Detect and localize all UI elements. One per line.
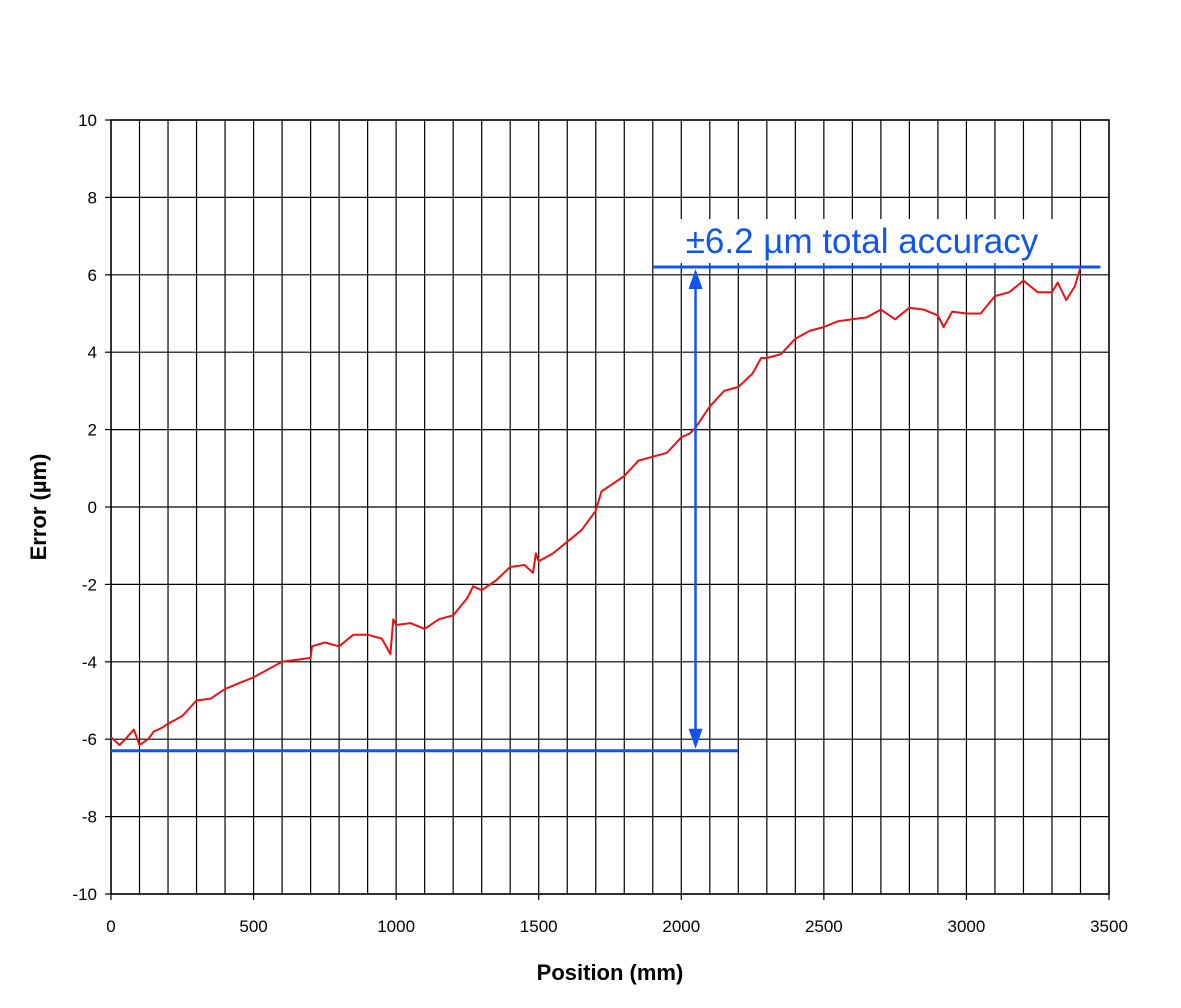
y-tick-label: 2 xyxy=(88,421,97,440)
x-tick-label: 3000 xyxy=(948,917,986,936)
y-axis-title: Error (µm) xyxy=(26,454,51,561)
y-tick-label: 4 xyxy=(88,343,97,362)
y-tick-label: 0 xyxy=(88,498,97,517)
x-tick-label: 0 xyxy=(106,917,115,936)
x-axis-ticks: 0 500 1000 1500 2000 2500 3000 3500 xyxy=(106,894,1128,936)
y-tick-label: 10 xyxy=(78,111,97,130)
x-tick-label: 2500 xyxy=(805,917,843,936)
range-arrow-head-down xyxy=(688,728,703,749)
x-tick-label: 1000 xyxy=(377,917,415,936)
y-tick-label: -8 xyxy=(82,808,97,827)
y-tick-label: 6 xyxy=(88,266,97,285)
x-axis-title: Position (mm) xyxy=(537,960,684,985)
accuracy-label-background xyxy=(670,219,1054,264)
y-axis-ticks: -10 -8 -6 -4 -2 0 2 4 6 8 10 xyxy=(72,111,111,904)
y-tick-label: -10 xyxy=(72,885,97,904)
y-tick-label: 8 xyxy=(88,188,97,207)
range-arrow-head-up xyxy=(688,269,703,290)
accuracy-label: ±6.2 µm total accuracy xyxy=(686,222,1039,261)
y-tick-label: -6 xyxy=(82,730,97,749)
y-tick-label: -4 xyxy=(82,653,97,672)
x-tick-label: 2000 xyxy=(662,917,700,936)
x-tick-label: 500 xyxy=(239,917,267,936)
y-tick-label: -2 xyxy=(82,575,97,594)
accuracy-annotation: ±6.2 µm total accuracy xyxy=(111,219,1101,753)
x-tick-label: 1500 xyxy=(520,917,558,936)
series-layer xyxy=(110,266,1082,746)
x-tick-label: 3500 xyxy=(1090,917,1128,936)
error-series-line xyxy=(110,266,1082,746)
